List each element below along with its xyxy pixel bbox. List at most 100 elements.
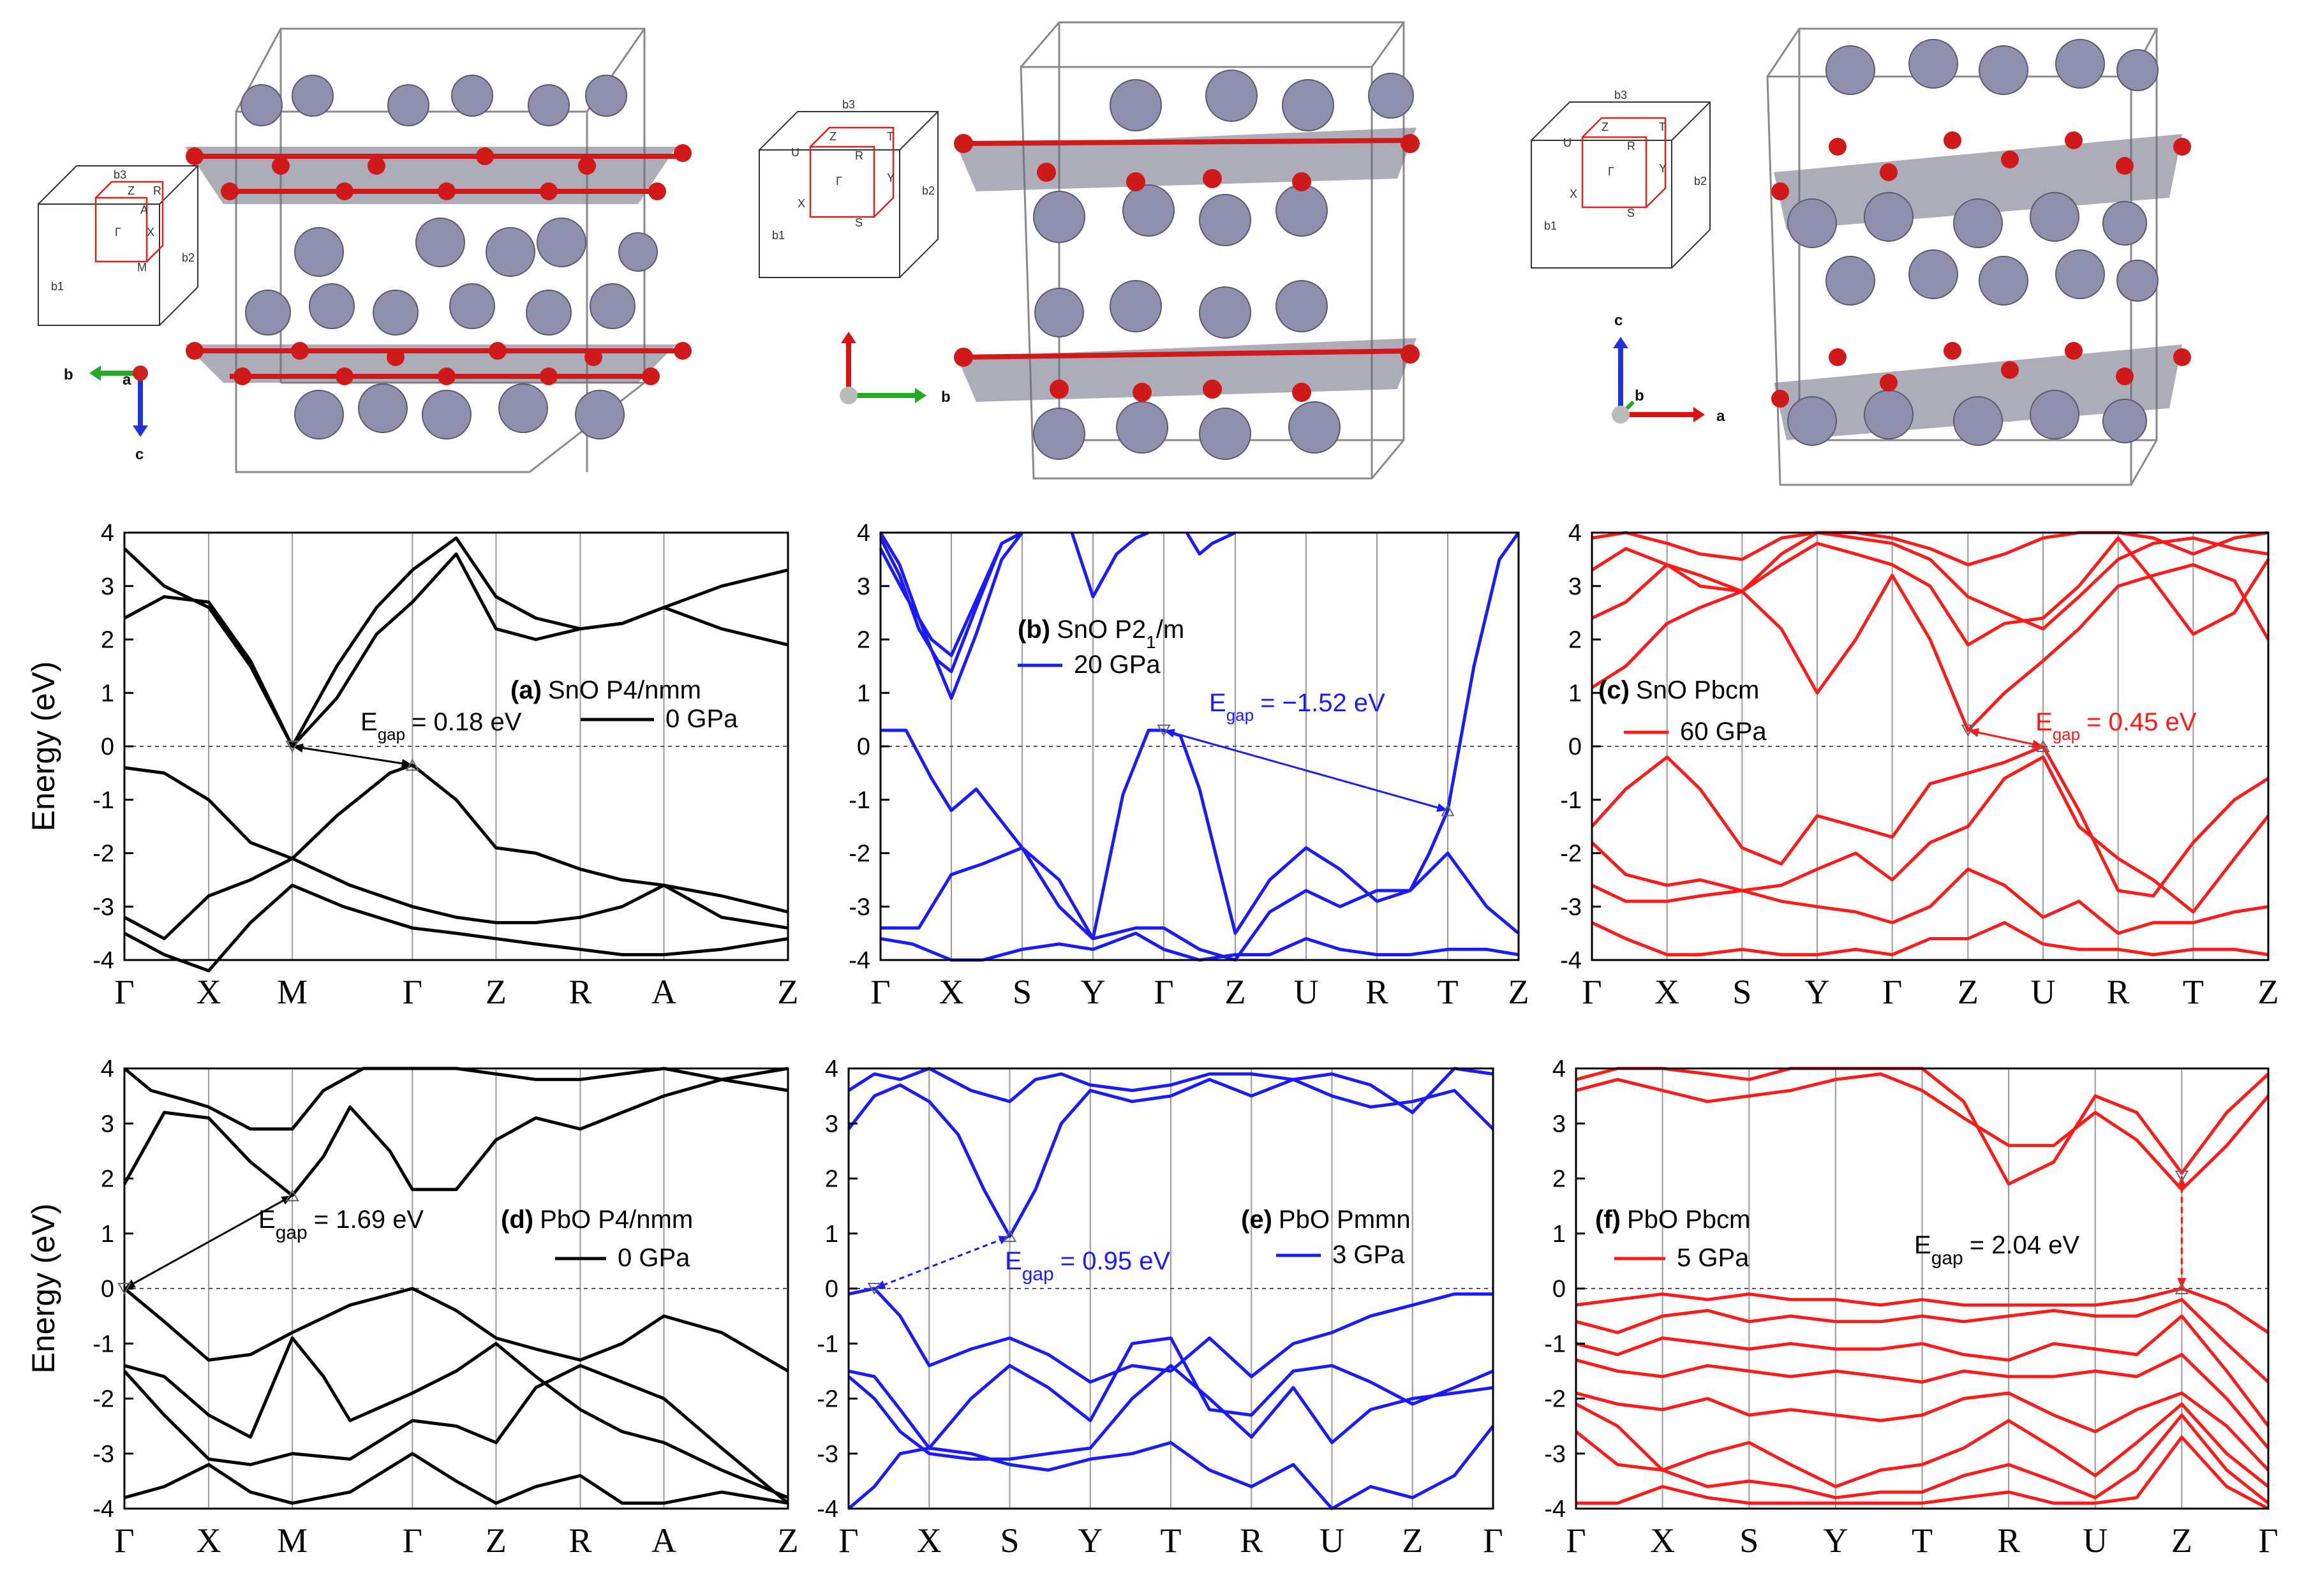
bz-label: S bbox=[855, 216, 863, 229]
y-tick-label: 1 bbox=[857, 680, 870, 707]
axes-triad-3: c b a bbox=[1612, 312, 1725, 425]
x-tick-label: Z bbox=[1402, 1521, 1423, 1560]
y-tick-label: 1 bbox=[1568, 680, 1582, 707]
x-tick-label: Y bbox=[1804, 973, 1829, 1011]
vbm-marker bbox=[2036, 739, 2050, 752]
legend-title: (d) PbO P4/nmm bbox=[501, 1206, 693, 1234]
y-tick-label: 3 bbox=[857, 573, 870, 600]
x-tick-label: S bbox=[1013, 973, 1032, 1011]
y-tick-label: -4 bbox=[93, 947, 114, 974]
band-line bbox=[1591, 920, 2269, 957]
y-tick-label: 2 bbox=[101, 627, 114, 654]
y-tick-label: -4 bbox=[93, 1496, 114, 1523]
band-line bbox=[847, 1425, 1494, 1511]
y-tick-label: 4 bbox=[101, 1056, 114, 1082]
y-tick-label: -2 bbox=[93, 841, 114, 868]
gap-label: Egap = −1.52 eV bbox=[1209, 689, 1385, 725]
legend-title: (c) SnO Pbcm bbox=[1598, 676, 1759, 704]
band-line bbox=[123, 1067, 789, 1131]
band-line bbox=[124, 1452, 789, 1505]
x-tick-label: U bbox=[2031, 973, 2056, 1011]
y-tick-label: 1 bbox=[101, 1221, 114, 1248]
x-tick-label: Γ bbox=[114, 1521, 134, 1560]
y-tick-label: -2 bbox=[817, 1386, 838, 1413]
band-line bbox=[123, 1077, 789, 1197]
y-tick-label: -3 bbox=[817, 1441, 838, 1468]
gap-symbol: E bbox=[1914, 1231, 1931, 1259]
x-tick-label: Y bbox=[1081, 973, 1106, 1011]
x-tick-label: R bbox=[1240, 1521, 1263, 1560]
bz-label: b3 bbox=[114, 168, 126, 181]
band-line bbox=[123, 1287, 789, 1373]
band-line bbox=[881, 531, 1520, 940]
x-tick-label: S bbox=[1732, 973, 1751, 1011]
pressure-label: 5 GPa bbox=[1677, 1244, 1750, 1272]
gap-value: = 0.45 eV bbox=[2086, 708, 2197, 736]
gap-arrow bbox=[873, 1235, 1011, 1290]
gap-value: = −1.52 eV bbox=[1260, 689, 1385, 717]
y-tick-label: 4 bbox=[101, 520, 114, 547]
bz-label: T bbox=[887, 130, 894, 143]
bz-label: Γ bbox=[836, 175, 842, 188]
bz-label: R bbox=[855, 149, 863, 162]
bz-label: b2 bbox=[922, 184, 935, 197]
bz-cell-3: b3 U Z T R Γ X S Y b1 b2 bbox=[1531, 89, 1711, 269]
pressure-label: 0 GPa bbox=[665, 705, 738, 733]
gap-symbol: E bbox=[258, 1206, 276, 1234]
gap-label: Egap = 0.95 eV bbox=[1005, 1247, 1170, 1285]
y-tick-label: -4 bbox=[1544, 1496, 1566, 1523]
x-tick-label: Γ bbox=[2258, 1521, 2278, 1560]
cbm-marker bbox=[1961, 724, 1975, 737]
y-tick-label: 0 bbox=[101, 1276, 114, 1303]
x-tick-label: R bbox=[2107, 973, 2130, 1011]
axis-label: b bbox=[64, 366, 73, 383]
bz-label: Z bbox=[128, 184, 135, 197]
pressure-label: 3 GPa bbox=[1332, 1241, 1405, 1269]
y-tick-label: -3 bbox=[1544, 1441, 1566, 1468]
band-line bbox=[124, 1336, 789, 1500]
y-tick-label: -1 bbox=[849, 787, 870, 814]
compound-label: SnO P2 bbox=[1057, 616, 1146, 644]
y-tick-label: 4 bbox=[1552, 1056, 1566, 1082]
cbm-marker bbox=[867, 1283, 882, 1296]
bz-label: b1 bbox=[772, 229, 785, 242]
y-axis-label: Energy (eV) bbox=[26, 661, 61, 832]
band-panel-d: -4 -3 -2 -1 0 1 2 3 4 Γ X M Γ Z R A Z Energy (eV) (d) PbO P… bbox=[26, 1056, 799, 1560]
y-tick-label: 0 bbox=[101, 734, 114, 760]
band-line bbox=[1575, 1353, 2270, 1449]
bz-label: Z bbox=[1602, 121, 1609, 133]
band-line bbox=[847, 1077, 1494, 1238]
x-tick-label: Z bbox=[778, 1521, 799, 1560]
x-tick-label: T bbox=[2183, 973, 2204, 1011]
y-tick-label: -3 bbox=[93, 1441, 114, 1468]
gap-value: = 2.04 eV bbox=[1970, 1231, 2080, 1259]
vbm-marker bbox=[405, 758, 420, 771]
y-tick-label: 0 bbox=[825, 1276, 838, 1303]
gap-subscript: gap bbox=[378, 725, 405, 744]
gap-label: Egap = 0.45 eV bbox=[2035, 708, 2197, 744]
cbm-marker bbox=[1157, 724, 1171, 737]
panel-tag: (d) bbox=[501, 1206, 533, 1234]
axes-triad-2: b bbox=[840, 332, 951, 406]
x-tick-label: Z bbox=[1958, 973, 1979, 1011]
structure-sno-p4nmm: b3 Z R A Γ X M b1 b2 b a c bbox=[38, 27, 692, 473]
band-line bbox=[1185, 531, 1237, 556]
cbm-marker bbox=[2174, 1171, 2189, 1183]
gap-symbol: E bbox=[1209, 689, 1226, 717]
compound-label: PbO P4/nmm bbox=[540, 1206, 693, 1234]
x-tick-label: U bbox=[1294, 973, 1319, 1011]
y-tick-label: -1 bbox=[93, 787, 114, 814]
panel-tag: (c) bbox=[1598, 676, 1630, 704]
bz-label: Z bbox=[829, 130, 836, 143]
panel-tag: (b) bbox=[1018, 616, 1050, 644]
band-line bbox=[1575, 1072, 2270, 1192]
vbm-marker bbox=[1002, 1230, 1017, 1243]
band-line bbox=[848, 1287, 1493, 1384]
compound-label: PbO Pbcm bbox=[1627, 1206, 1750, 1234]
legend-title: (e) PbO Pmmn bbox=[1241, 1206, 1411, 1234]
gap-subscript: gap bbox=[1931, 1248, 1963, 1269]
x-tick-label: T bbox=[1161, 1521, 1182, 1560]
compound-subscript: 1 bbox=[1146, 632, 1156, 652]
x-tick-label: U bbox=[2083, 1521, 2107, 1560]
band-line bbox=[879, 531, 1023, 658]
